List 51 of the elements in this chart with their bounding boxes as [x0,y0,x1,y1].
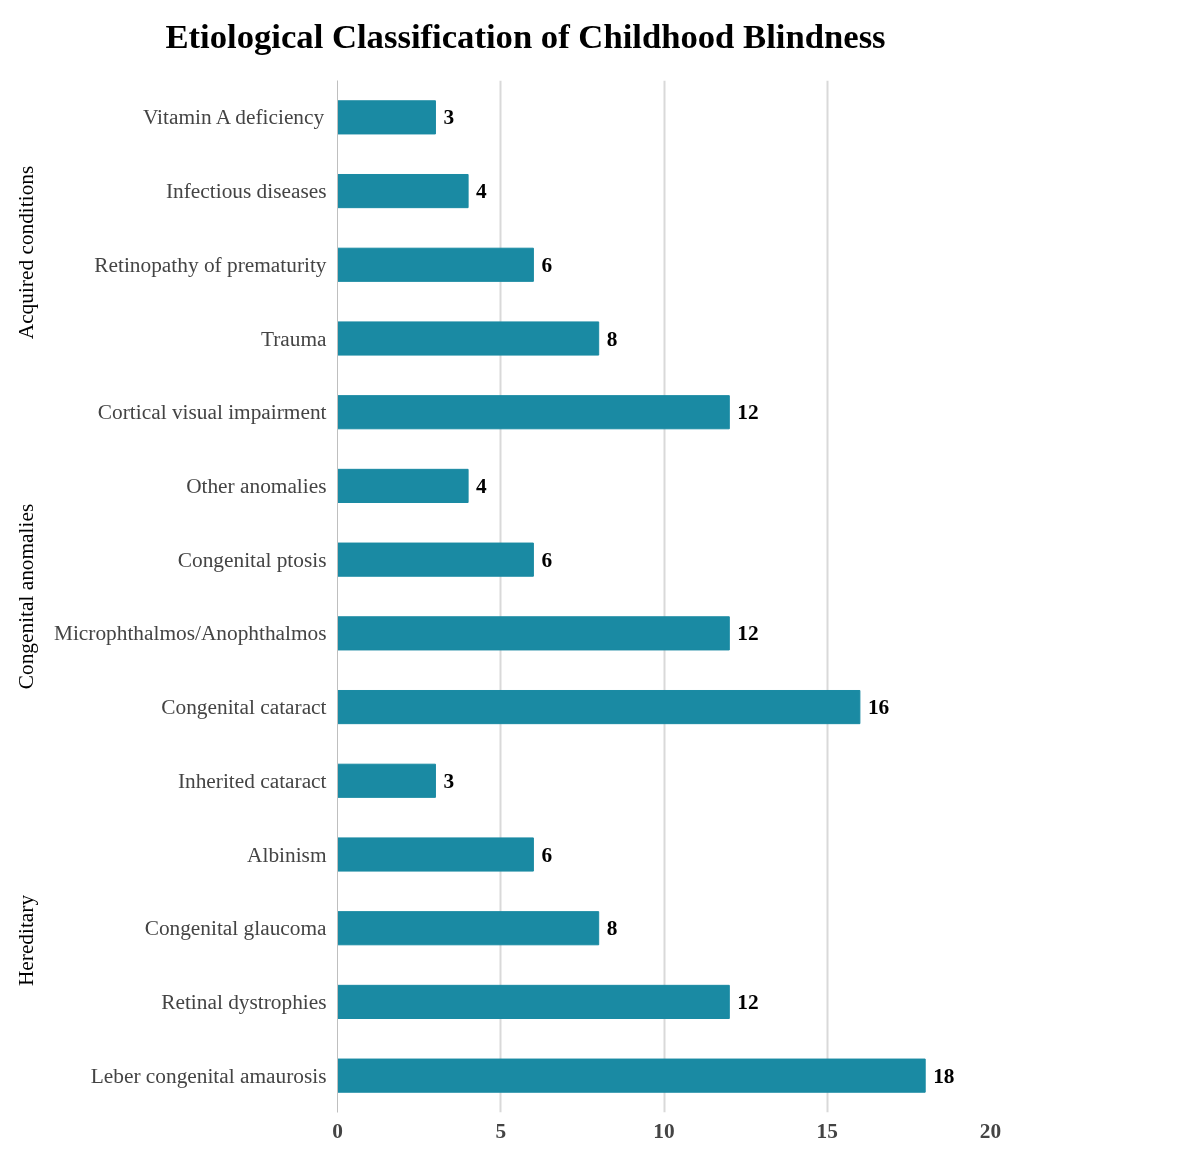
data-label: 8 [606,916,618,941]
y-tick-label: Albinism [247,842,327,867]
y-tick-label: Other anomalies [186,473,327,498]
bar [337,100,436,135]
bar [337,468,469,504]
bar [337,689,861,725]
y-tick-label: Infectious diseases [166,179,327,204]
y-tick-label: Congenital ptosis [177,547,327,572]
bar [337,837,534,872]
x-tick-label: 10 [653,1118,675,1143]
bar [337,247,534,282]
x-tick-label: 20 [979,1118,1002,1143]
bar [337,321,600,356]
bar [337,984,730,1020]
y-tick-label: Retinopathy of prematurity [94,252,327,277]
data-label: 6 [541,252,553,277]
text: Congenital anomalies [13,503,38,690]
text: Hereditary [13,894,38,987]
data-label: 12 [737,400,759,425]
data-label: 6 [541,547,553,572]
bar [337,395,730,430]
data-label: 6 [541,842,553,867]
bar [337,542,534,577]
data-label: 4 [476,179,488,204]
data-label: 4 [476,473,488,498]
x-tick-label: 5 [495,1118,507,1143]
data-label: 12 [737,621,759,646]
y-tick-label: Congenital glaucoma [144,916,328,941]
data-label: 18 [933,1063,955,1088]
bar [337,616,730,651]
y-tick-label: Congenital cataract [161,695,327,720]
y-tick-label: Inherited cataract [177,768,327,793]
y-tick-label: Microphthalmos/Anophthalmos [53,621,327,646]
y-tick-label: Leber congenital amaurosis [90,1063,327,1088]
x-tick-label: 0 [332,1118,343,1143]
y-tick-label: Cortical visual impairment [97,400,327,425]
data-label: 3 [443,105,455,130]
data-label: 12 [737,989,759,1014]
y-tick-label: Retinal dystrophies [161,989,327,1014]
bar [337,173,469,209]
chart-title: Etiological Classification of Childhood Blindness [165,16,886,55]
data-label: 3 [443,768,455,793]
bar [337,1058,926,1093]
text: Acquired conditions [13,165,38,340]
x-tick-label: 15 [816,1118,838,1143]
bar [337,763,436,798]
data-label: 8 [606,326,618,351]
bar [337,911,600,946]
data-label: 16 [867,695,890,720]
y-tick-label: Trauma [260,326,328,351]
y-tick-label: Vitamin A deficiency [143,105,325,130]
